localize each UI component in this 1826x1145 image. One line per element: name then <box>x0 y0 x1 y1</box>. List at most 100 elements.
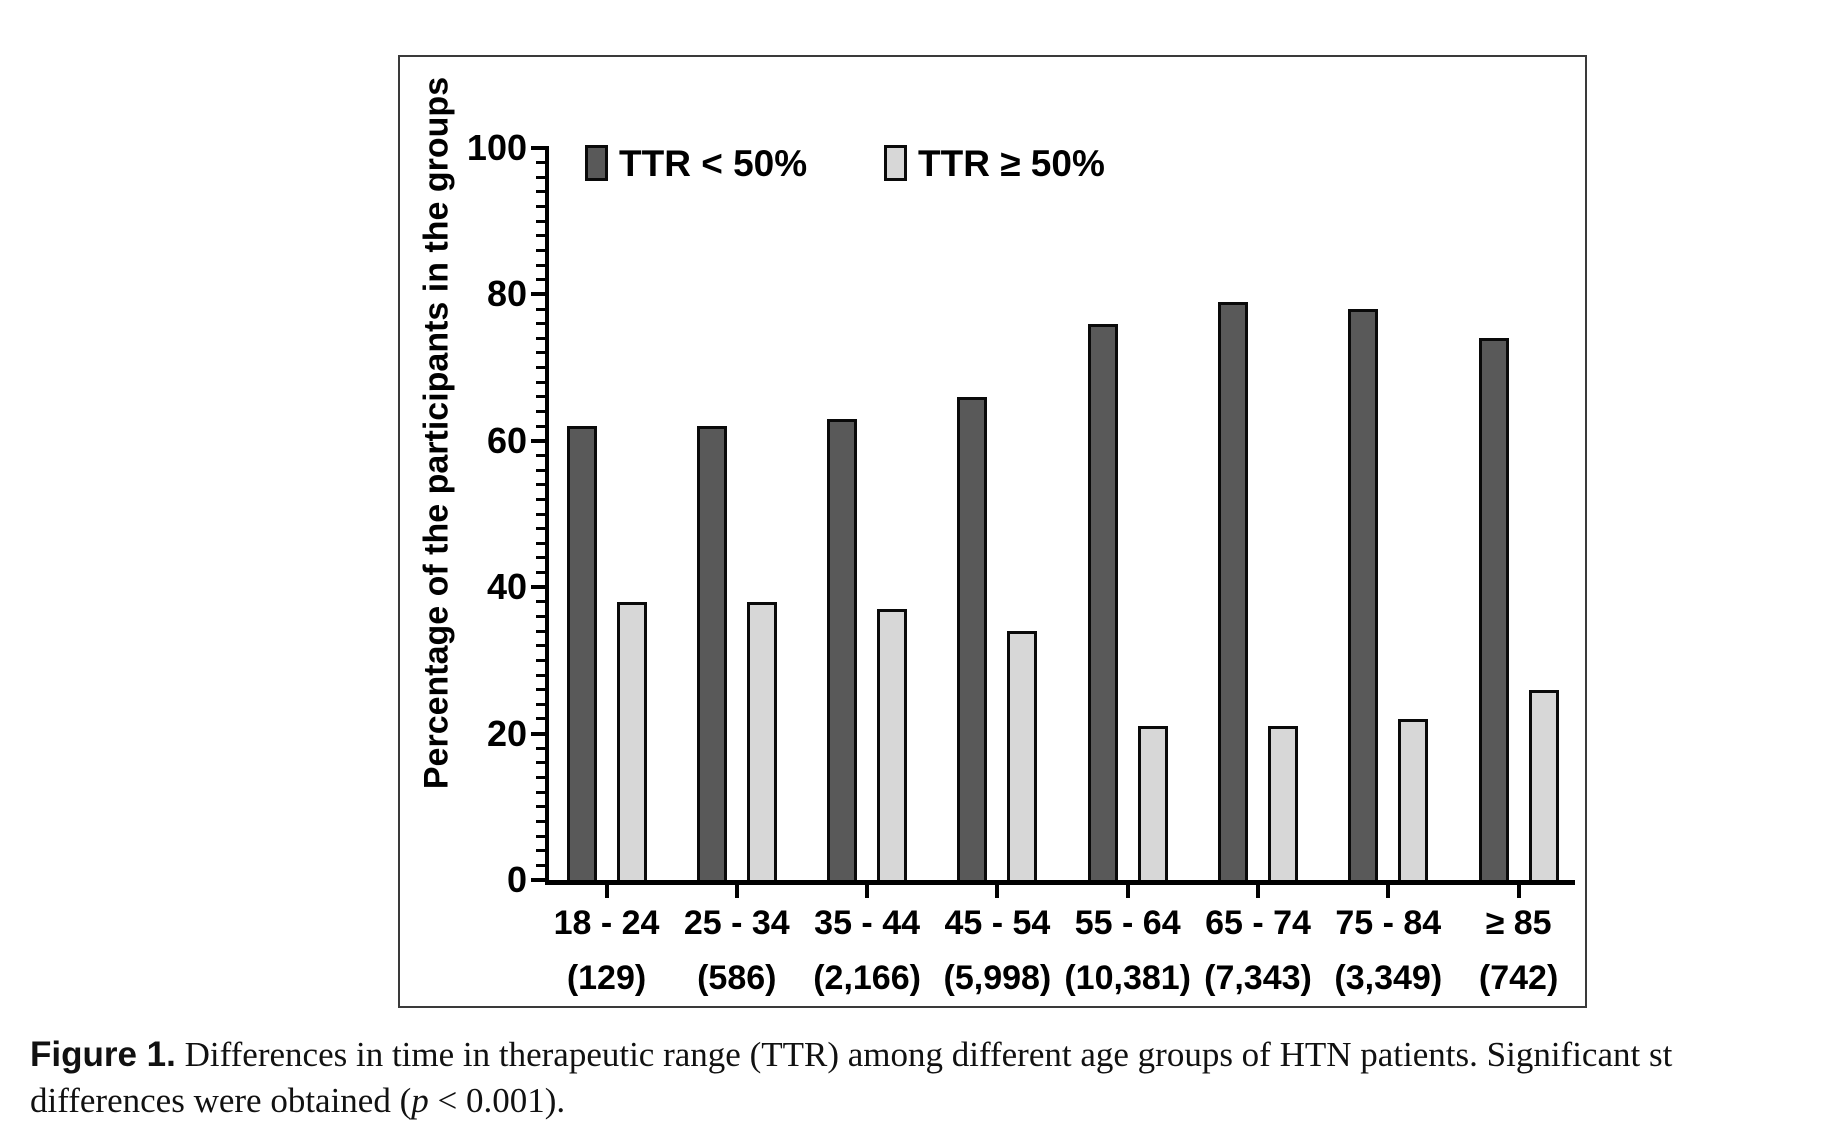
y-major-tick <box>531 731 545 736</box>
x-count-label: (7,343) <box>1204 959 1312 997</box>
y-major-tick <box>531 146 545 150</box>
y-minor-tick <box>536 805 545 809</box>
y-minor-tick <box>536 717 545 721</box>
legend-label-ttr-ge-50: TTR ≥ 50% <box>918 143 1105 184</box>
legend-swatch-ttr-ge-50 <box>884 145 907 181</box>
y-minor-tick <box>536 190 545 194</box>
x-category-label: 35 - 44 <box>814 904 921 942</box>
x-category-label: 75 - 84 <box>1335 904 1442 942</box>
y-minor-tick <box>536 453 545 457</box>
y-minor-tick <box>536 175 545 179</box>
y-minor-tick <box>536 849 545 853</box>
y-minor-tick <box>536 776 545 780</box>
x-tick <box>995 885 1000 898</box>
x-category-label: 45 - 54 <box>944 904 1051 942</box>
y-minor-tick <box>536 673 545 677</box>
y-minor-tick <box>536 571 545 575</box>
y-minor-tick <box>536 600 545 604</box>
y-minor-tick <box>536 380 545 384</box>
y-tick-label: 0 <box>506 859 527 900</box>
x-tick <box>604 885 609 898</box>
y-minor-tick <box>536 658 545 662</box>
legend-label-ttr-lt-50: TTR < 50% <box>619 143 808 184</box>
bar-ttr-ge-50 <box>1007 631 1038 884</box>
bar-ttr-ge-50 <box>746 601 777 884</box>
y-major-tick <box>531 438 545 443</box>
y-minor-tick <box>536 541 545 545</box>
y-minor-tick <box>536 834 545 838</box>
y-minor-tick <box>536 819 545 823</box>
bar-ttr-lt-50 <box>1348 309 1379 884</box>
y-minor-tick <box>536 644 545 648</box>
bar-ttr-lt-50 <box>1218 301 1248 884</box>
y-minor-tick <box>536 614 545 618</box>
x-count-label: (10,381) <box>1064 959 1191 997</box>
x-count-label: (5,998) <box>943 959 1052 997</box>
x-axis-line <box>545 880 1575 885</box>
y-tick-label: 20 <box>486 712 527 754</box>
x-count-label: (742) <box>1478 959 1559 997</box>
caption-text-2a: differences were obtained ( <box>30 1081 412 1120</box>
x-category-label: 25 - 34 <box>683 904 790 942</box>
y-minor-tick <box>536 761 545 765</box>
x-count-label: (2,166) <box>813 959 921 997</box>
bar-ttr-ge-50 <box>877 609 908 884</box>
x-count-label: (3,349) <box>1334 959 1443 997</box>
bar-ttr-ge-50 <box>1528 689 1559 884</box>
y-minor-tick <box>536 790 545 794</box>
x-tick <box>1256 885 1260 898</box>
y-minor-tick <box>536 278 545 282</box>
x-tick <box>1386 885 1391 898</box>
y-minor-tick <box>536 527 545 531</box>
x-tick <box>865 885 870 898</box>
bar-ttr-lt-50 <box>696 426 727 884</box>
y-minor-tick <box>536 746 545 750</box>
x-category-label: ≥ 85 <box>1485 904 1552 942</box>
y-minor-tick <box>536 351 545 355</box>
y-tick-label: 60 <box>486 419 527 461</box>
y-minor-tick <box>536 322 545 326</box>
caption-figure-label: Figure 1. <box>30 1035 176 1074</box>
figure-panel: Percentage of the participants in the gr… <box>398 55 1587 1008</box>
y-major-tick <box>531 878 545 882</box>
figure-caption: Figure 1. Differences in time in therape… <box>30 1032 1826 1124</box>
legend-swatch-ttr-lt-50 <box>585 145 608 181</box>
y-tick-label: 80 <box>486 273 527 315</box>
y-minor-tick <box>536 234 545 238</box>
y-minor-tick <box>536 512 545 516</box>
y-minor-tick <box>536 629 545 633</box>
bar-ttr-lt-50 <box>827 418 858 884</box>
bar-ttr-lt-50 <box>566 426 597 884</box>
x-count-label: (586) <box>697 959 777 997</box>
x-tick <box>734 885 739 898</box>
x-tick <box>1516 885 1521 898</box>
y-minor-tick <box>536 307 545 311</box>
y-minor-tick <box>536 248 545 252</box>
x-category-label: 65 - 74 <box>1205 904 1311 942</box>
y-minor-tick <box>536 863 545 867</box>
x-category-label: 18 - 24 <box>553 904 660 942</box>
caption-p-symbol: p <box>411 1081 429 1120</box>
caption-text-1: Differences in time in therapeutic range… <box>175 1035 1673 1074</box>
y-minor-tick <box>536 263 545 267</box>
caption-text-2b: < 0.001). <box>428 1081 566 1120</box>
y-minor-tick <box>536 219 545 223</box>
bar-ttr-lt-50 <box>1478 338 1509 884</box>
y-axis-line <box>545 146 549 885</box>
y-minor-tick <box>536 410 545 414</box>
bar-ttr-ge-50 <box>1398 718 1429 884</box>
y-major-tick <box>531 585 545 590</box>
bar-ttr-ge-50 <box>1268 726 1298 884</box>
y-tick-label: 40 <box>486 566 527 608</box>
bar-ttr-ge-50 <box>616 601 647 884</box>
y-minor-tick <box>536 205 545 209</box>
y-minor-tick <box>536 497 545 501</box>
y-major-tick <box>531 292 545 297</box>
bar-ttr-lt-50 <box>957 396 988 884</box>
x-count-label: (129) <box>566 959 647 997</box>
y-minor-tick <box>536 688 545 692</box>
y-minor-tick <box>536 424 545 428</box>
y-minor-tick <box>536 366 545 370</box>
y-minor-tick <box>536 468 545 472</box>
y-tick-label: 100 <box>466 127 527 168</box>
